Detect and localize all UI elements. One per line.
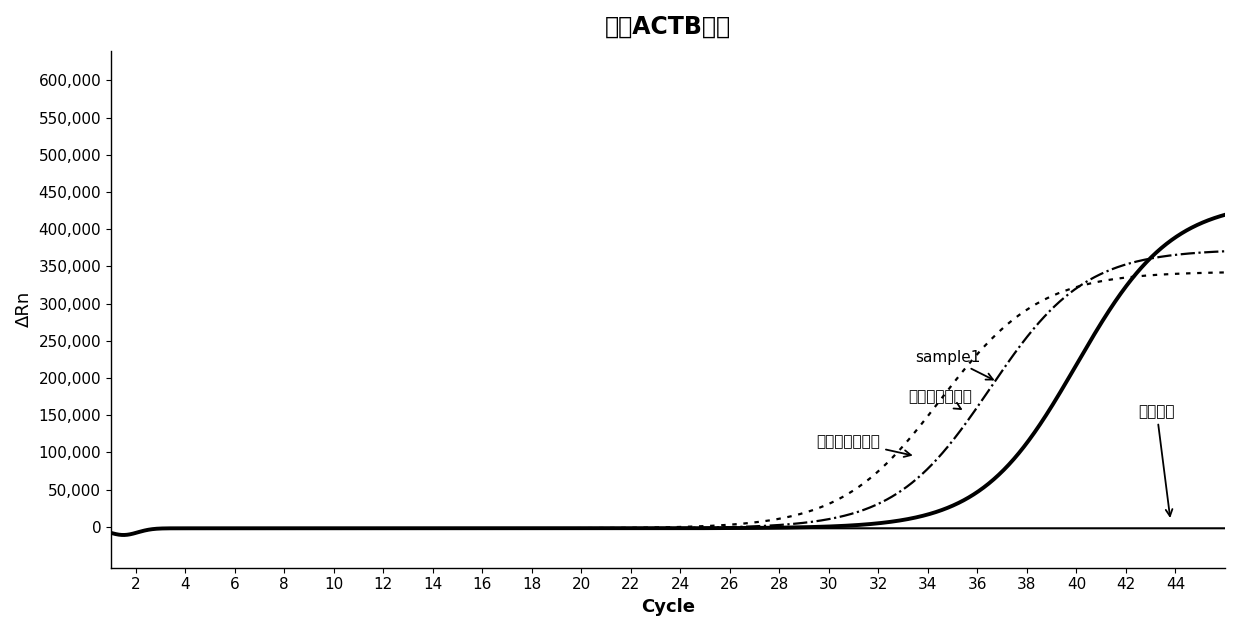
Text: 阳性质控品对照: 阳性质控品对照 [817,433,911,457]
Text: 阴性质控品对照: 阴性质控品对照 [908,389,972,409]
Title: 内参ACTB检测: 内参ACTB检测 [605,15,732,39]
Text: 空白对照: 空白对照 [1138,404,1174,516]
Y-axis label: ΔRn: ΔRn [15,291,33,327]
Text: sample1: sample1 [915,350,993,380]
X-axis label: Cycle: Cycle [641,598,694,616]
